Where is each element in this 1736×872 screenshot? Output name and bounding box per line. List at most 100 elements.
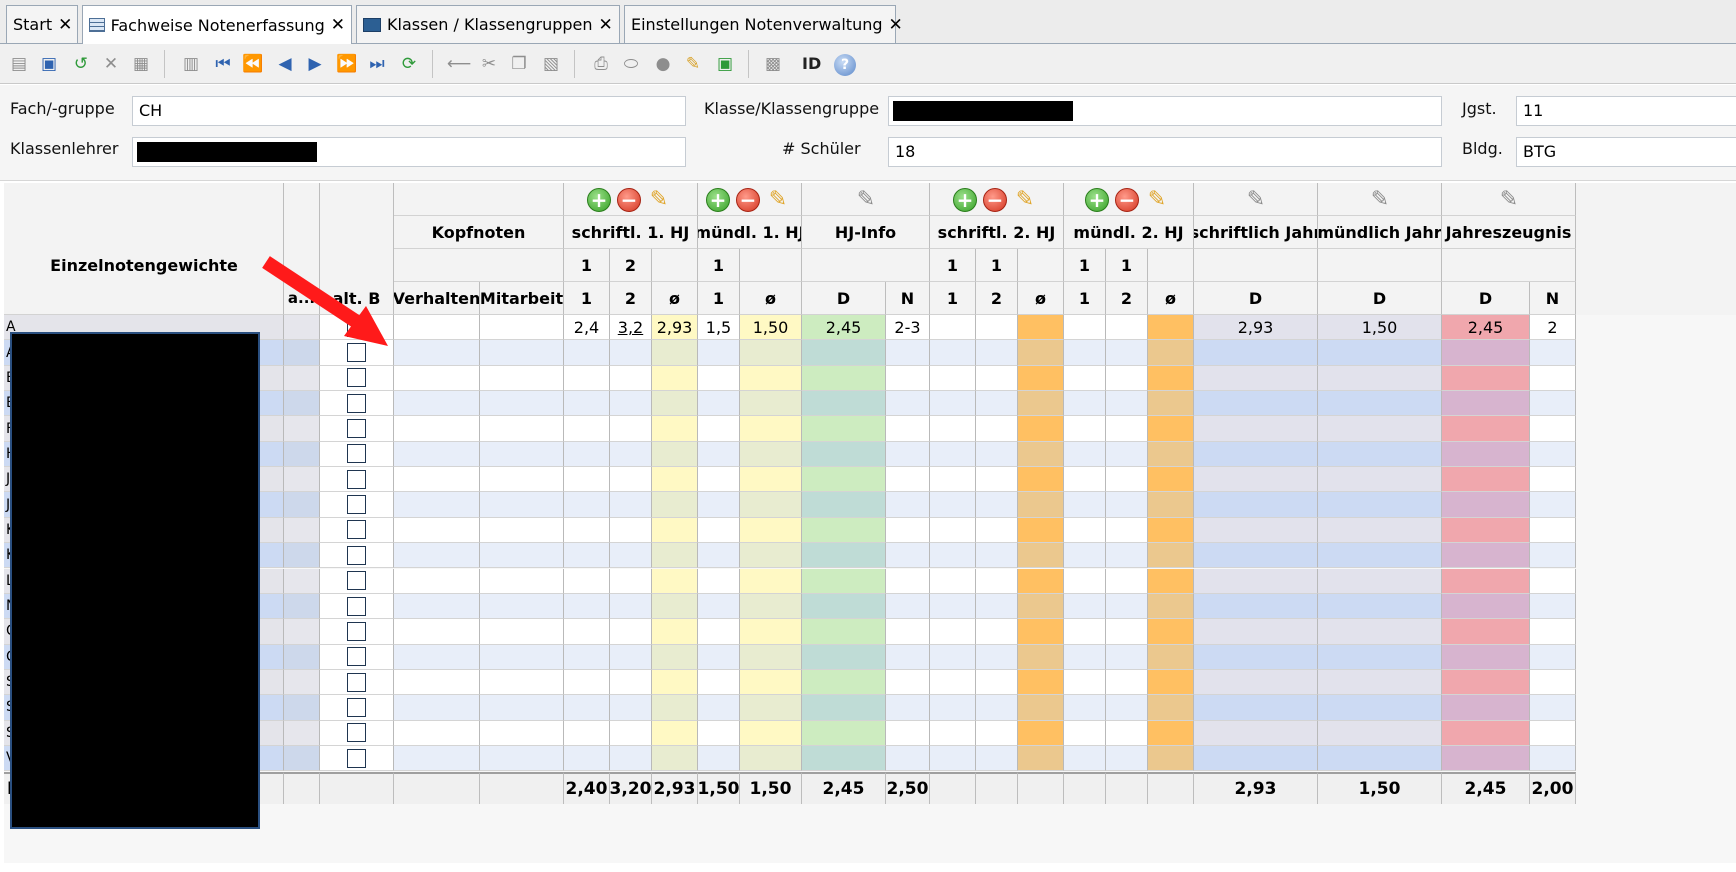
grade-cell-s1avg[interactable] — [652, 619, 698, 645]
grade-cell-s1a[interactable] — [564, 568, 610, 594]
grade-cell-sjD[interactable] — [1194, 441, 1318, 468]
grade-cell-s1b[interactable] — [610, 517, 652, 544]
grade-cell-m2avg[interactable] — [1148, 720, 1194, 746]
grade-cell-s2a[interactable] — [930, 517, 976, 544]
grade-cell-s1a[interactable] — [564, 695, 610, 721]
subheader-sjD[interactable]: D — [1194, 282, 1318, 315]
grade-cell-s2avg[interactable] — [1018, 695, 1064, 721]
grade-cell-s2b[interactable] — [976, 416, 1018, 442]
grade-cell-m2avg[interactable] — [1148, 543, 1194, 569]
grade-cell-hjN[interactable] — [886, 441, 930, 468]
grade-cell-alt[interactable] — [320, 568, 394, 594]
grade-cell-sjD[interactable] — [1194, 568, 1318, 594]
grade-cell-s1b[interactable] — [610, 644, 652, 670]
grade-cell-verh[interactable] — [394, 315, 480, 341]
weight-s1b[interactable]: 2 — [610, 249, 652, 282]
grade-cell-m2b[interactable] — [1106, 315, 1148, 341]
grade-cell-m1avg[interactable] — [740, 391, 802, 417]
grade-cell-s1avg[interactable] — [652, 391, 698, 417]
grade-cell-mit[interactable] — [480, 695, 564, 721]
grade-cell-mit[interactable] — [480, 593, 564, 620]
subheader-hjN[interactable]: N — [886, 282, 930, 315]
grade-cell-mit[interactable] — [480, 720, 564, 746]
grade-cell-hjN[interactable] — [886, 619, 930, 645]
grade-cell-alt[interactable] — [320, 593, 394, 620]
grade-cell-jzN[interactable] — [1530, 365, 1576, 392]
grade-cell-jzN[interactable]: 2 — [1530, 315, 1576, 341]
grade-cell-s2avg[interactable] — [1018, 492, 1064, 518]
grade-cell-s1b[interactable] — [610, 391, 652, 417]
grade-cell-hjN[interactable] — [886, 391, 930, 417]
grade-cell-alt[interactable] — [320, 365, 394, 392]
klassenlehrer-field[interactable] — [132, 137, 686, 167]
grade-cell-sjD[interactable] — [1194, 669, 1318, 696]
grade-cell-hjN[interactable] — [886, 543, 930, 569]
help-icon[interactable]: ? — [834, 54, 856, 76]
grade-cell-jzD[interactable] — [1442, 340, 1530, 366]
grade-cell-s1b[interactable] — [610, 720, 652, 746]
grade-cell-s1avg[interactable] — [652, 568, 698, 594]
grade-cell-mjD[interactable] — [1318, 441, 1442, 468]
grade-cell-m1avg[interactable] — [740, 543, 802, 569]
grade-cell-verh[interactable] — [394, 517, 480, 544]
grade-cell-hjN[interactable]: 2-3 — [886, 315, 930, 341]
grade-cell-verh[interactable] — [394, 467, 480, 493]
close-icon[interactable]: ✕ — [330, 15, 345, 35]
grade-cell-s1a[interactable] — [564, 416, 610, 442]
grade-cell-s1a[interactable] — [564, 593, 610, 620]
grade-cell-s2b[interactable] — [976, 365, 1018, 392]
grade-cell-m2avg[interactable] — [1148, 517, 1194, 544]
grade-cell-jzD[interactable] — [1442, 416, 1530, 442]
grade-cell-jzN[interactable] — [1530, 720, 1576, 746]
grade-cell-jzD[interactable] — [1442, 720, 1530, 746]
grade-cell-m1avg[interactable] — [740, 720, 802, 746]
grade-cell-hjD[interactable] — [802, 745, 886, 772]
grade-cell-alt[interactable] — [320, 416, 394, 442]
new-record-icon[interactable]: ▤ — [10, 54, 28, 74]
klasse-field[interactable] — [888, 96, 1442, 126]
grade-cell-alt[interactable] — [320, 441, 394, 468]
grade-cell-s2avg[interactable] — [1018, 669, 1064, 696]
grade-cell-m2a[interactable] — [1064, 745, 1106, 772]
grade-cell-jzD[interactable] — [1442, 669, 1530, 696]
grade-cell-s1avg[interactable] — [652, 340, 698, 366]
weight-s1a[interactable]: 1 — [564, 249, 610, 282]
copy-icon[interactable]: ❐ — [511, 54, 527, 74]
grade-cell-m1a[interactable] — [698, 416, 740, 442]
grade-cell-s2b[interactable] — [976, 745, 1018, 772]
grade-cell-s2b[interactable] — [976, 340, 1018, 366]
paste-icon[interactable]: ▧ — [542, 54, 560, 74]
alt-b-checkbox[interactable]: ✓ — [347, 317, 366, 337]
grade-cell-mjD[interactable] — [1318, 416, 1442, 442]
grade-cell-verh[interactable] — [394, 695, 480, 721]
grid-settings-icon[interactable]: ▩ — [764, 54, 782, 74]
grade-cell-m2a[interactable] — [1064, 441, 1106, 468]
grade-cell-s2b[interactable] — [976, 315, 1018, 341]
grade-cell-m1a[interactable] — [698, 365, 740, 392]
grade-cell-s1avg[interactable] — [652, 543, 698, 569]
grade-cell-s2a[interactable] — [930, 340, 976, 366]
print-icon[interactable]: ⎙ — [594, 54, 608, 74]
grade-cell-m1avg[interactable] — [740, 517, 802, 544]
grade-cell-m2avg[interactable] — [1148, 391, 1194, 417]
grade-cell-sjD[interactable] — [1194, 391, 1318, 417]
grade-cell-jzD[interactable] — [1442, 695, 1530, 721]
grade-cell-s1b[interactable] — [610, 441, 652, 468]
grade-cell-m1a[interactable] — [698, 695, 740, 721]
subheader-s1b[interactable]: 2 — [610, 282, 652, 315]
grade-cell-m2a[interactable] — [1064, 568, 1106, 594]
grade-cell-mit[interactable] — [480, 644, 564, 670]
grade-cell-alt[interactable] — [320, 340, 394, 366]
properties-icon[interactable]: ▦ — [132, 54, 150, 74]
grade-cell-m1avg[interactable] — [740, 593, 802, 620]
grade-cell-verh[interactable] — [394, 568, 480, 594]
grade-cell-s1a[interactable] — [564, 543, 610, 569]
grade-cell-m1avg[interactable] — [740, 416, 802, 442]
grade-cell-mit[interactable] — [480, 467, 564, 493]
edit-pencil-icon[interactable]: ✎ — [1246, 187, 1266, 212]
grade-cell-s2avg[interactable] — [1018, 340, 1064, 366]
grade-cell-s1b[interactable] — [610, 365, 652, 392]
alt-b-checkbox[interactable] — [347, 596, 366, 616]
grade-cell-jzD[interactable] — [1442, 391, 1530, 417]
grade-cell-jzD[interactable] — [1442, 593, 1530, 620]
